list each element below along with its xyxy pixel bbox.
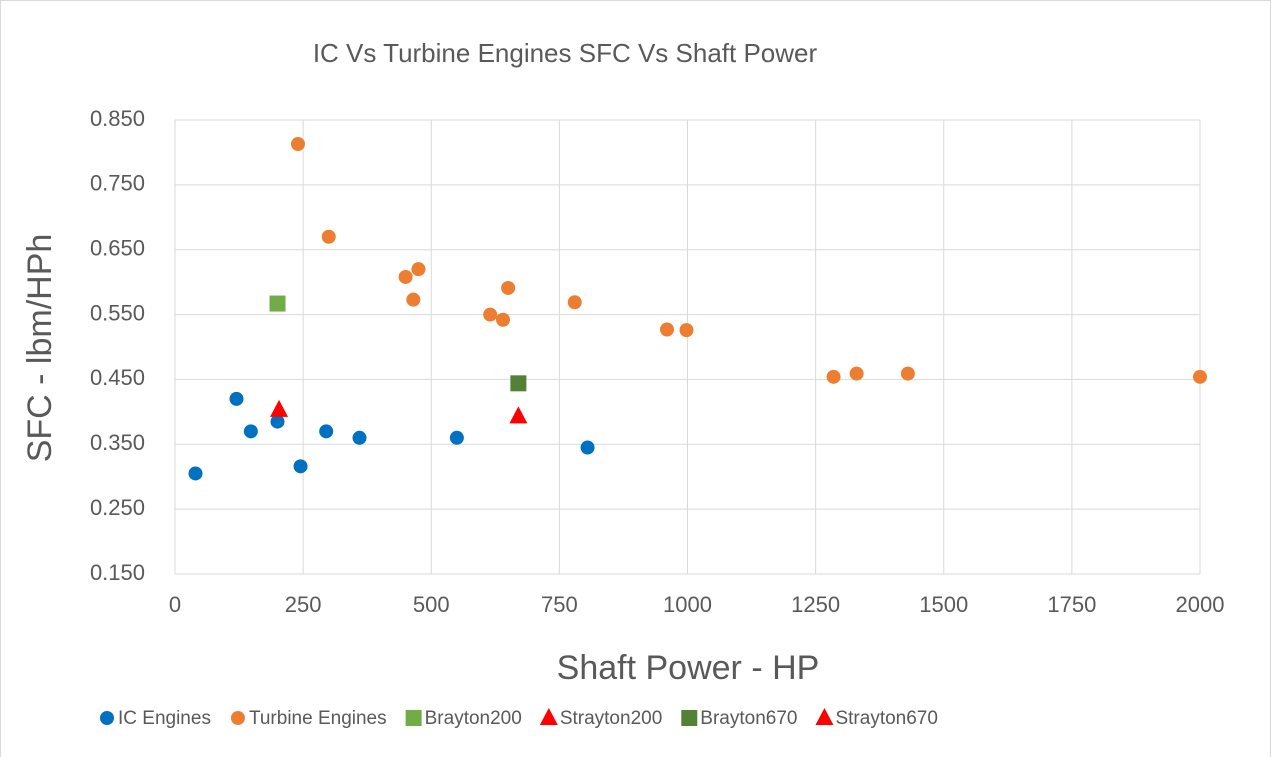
y-tick-label: 0.850 — [90, 106, 145, 131]
legend-marker — [681, 710, 698, 726]
y-tick-label: 0.750 — [90, 171, 145, 196]
data-point — [849, 366, 864, 381]
data-point — [660, 322, 674, 337]
y-axis-label: SFC - lbm/HPh — [21, 234, 59, 463]
legend-label: Brayton670 — [700, 708, 797, 729]
data-point — [229, 391, 244, 406]
data-point — [449, 430, 464, 445]
data-point — [243, 424, 258, 439]
x-tick-label: 750 — [541, 592, 578, 617]
data-point — [900, 366, 915, 381]
data-point — [1193, 369, 1207, 384]
data-point — [398, 269, 413, 284]
data-point — [406, 292, 421, 307]
x-tick-label: 250 — [285, 592, 322, 617]
data-point — [270, 399, 289, 417]
y-tick-label: 0.550 — [90, 300, 145, 325]
data-point — [679, 323, 694, 338]
data-point — [270, 414, 285, 429]
y-tick-label: 0.650 — [90, 236, 145, 261]
legend-label: IC Engines — [118, 708, 211, 729]
data-point — [510, 375, 527, 392]
x-tick-label: 0 — [169, 592, 181, 617]
data-point — [483, 307, 498, 322]
data-point — [291, 136, 305, 151]
y-tick-label: 0.450 — [90, 365, 145, 390]
data-point — [501, 280, 516, 295]
x-tick-label: 1000 — [663, 592, 712, 617]
data-point — [826, 369, 841, 384]
data-point — [321, 229, 336, 244]
legend-label: Strayton200 — [560, 708, 662, 729]
x-tick-label: 1750 — [1047, 592, 1096, 617]
data-point — [293, 459, 308, 474]
legend-marker — [405, 710, 422, 726]
y-tick-label: 0.350 — [90, 430, 145, 455]
y-tick-label: 0.250 — [90, 495, 145, 520]
data-point — [580, 440, 595, 455]
legend-label: Strayton670 — [835, 708, 937, 729]
x-tick-label: 500 — [413, 592, 450, 617]
data-point — [411, 262, 426, 277]
data-point — [496, 312, 510, 327]
x-tick-label: 1250 — [791, 592, 840, 617]
legend-marker — [815, 708, 834, 725]
data-point — [352, 430, 367, 445]
data-point — [567, 295, 582, 310]
x-tick-label: 1500 — [919, 592, 968, 617]
legend-label: Turbine Engines — [249, 708, 387, 729]
x-axis-label: Shaft Power - HP — [557, 649, 820, 687]
x-tick-label: 2000 — [1176, 592, 1225, 617]
legend-marker — [100, 711, 114, 725]
legend-marker — [539, 708, 558, 725]
data-point — [509, 406, 528, 424]
chart-title: IC Vs Turbine Engines SFC Vs Shaft Power — [313, 38, 818, 68]
data-point — [319, 424, 334, 439]
legend-marker — [230, 711, 245, 725]
data-point — [188, 466, 203, 481]
legend-label: Brayton200 — [425, 708, 522, 729]
y-tick-label: 0.150 — [90, 560, 145, 585]
data-point — [269, 295, 286, 312]
